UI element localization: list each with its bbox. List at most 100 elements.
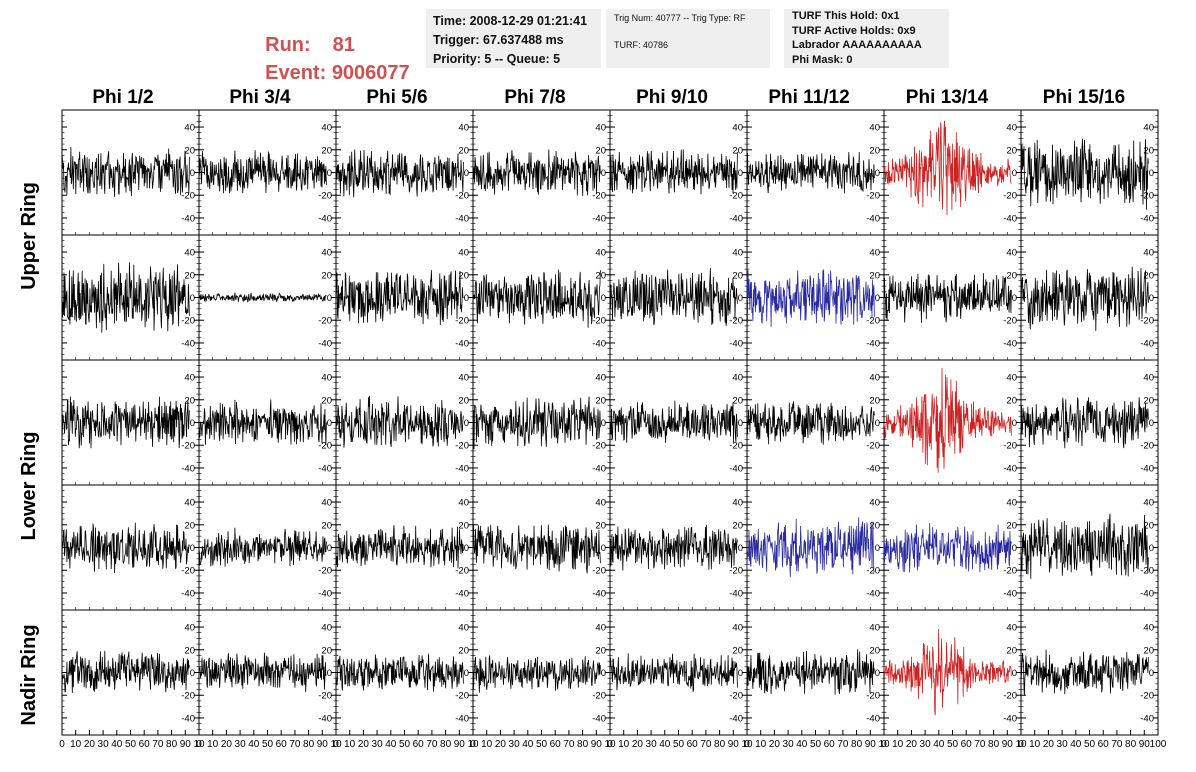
- waveform-trace: [609, 400, 738, 443]
- y-tick-label: -20: [455, 191, 469, 202]
- y-tick-label: -40: [592, 213, 606, 224]
- x-tick-label: 70: [152, 739, 164, 750]
- y-tick-label: 20: [1143, 395, 1154, 406]
- y-tick-label: 40: [458, 623, 469, 634]
- y-tick-label: 20: [1006, 270, 1017, 281]
- y-tick-label: -20: [1003, 566, 1017, 577]
- waveform-trace: [472, 396, 601, 450]
- x-tick-label: 60: [687, 739, 699, 750]
- x-tick-label: 30: [509, 739, 521, 750]
- y-tick-label: 40: [869, 248, 880, 259]
- y-tick-label: -20: [455, 566, 469, 577]
- y-tick-label: 40: [1143, 248, 1154, 259]
- labrador-text: Labrador AAAAAAAAAA: [792, 39, 922, 51]
- waveform-panel: 40 20 0 -20 -40: [746, 484, 885, 611]
- y-tick-label: 20: [184, 645, 195, 656]
- y-tick-label: -40: [455, 463, 469, 474]
- x-tick-label: 40: [111, 739, 123, 750]
- waveform-trace: [61, 262, 190, 333]
- x-tick-label: 90: [1139, 739, 1151, 750]
- x-tick-label: 10: [330, 739, 342, 750]
- waveform-panel: 40 20 0 -20 -40: [1020, 109, 1159, 236]
- x-tick-label: 50: [262, 739, 274, 750]
- y-tick-label: 0: [1012, 668, 1017, 679]
- waveform-trace: [746, 151, 875, 194]
- waveform-trace: [746, 517, 875, 577]
- y-tick-label: -40: [592, 713, 606, 724]
- y-tick-label: 0: [1149, 543, 1154, 554]
- y-tick-label: 20: [1006, 645, 1017, 656]
- waveform-trace: [198, 292, 327, 303]
- waveform-trace: [198, 150, 327, 194]
- y-tick-label: 0: [1149, 668, 1154, 679]
- y-tick-label: -20: [729, 316, 743, 327]
- y-tick-label: 20: [1143, 520, 1154, 531]
- y-tick-label: 40: [321, 123, 332, 134]
- y-tick-label: -20: [181, 191, 195, 202]
- col-title-phi-3-4: Phi 3/4: [229, 87, 291, 108]
- y-tick-label: -20: [592, 316, 606, 327]
- y-tick-label: -20: [866, 566, 880, 577]
- x-tick-label: 10: [878, 739, 890, 750]
- y-tick-label: -20: [592, 566, 606, 577]
- y-tick-label: 20: [869, 520, 880, 531]
- waveform-trace: [1020, 138, 1149, 210]
- turf-active-text: TURF Active Holds: 0x9: [792, 24, 916, 37]
- waveform-panel: 40 20 0 -20 -40: [1020, 484, 1159, 611]
- x-tick-label: 10: [604, 739, 616, 750]
- y-tick-label: 20: [184, 395, 195, 406]
- y-tick-label: 0: [190, 668, 195, 679]
- waveform-panel: 40 20 0 -20 -40: [883, 234, 1022, 361]
- y-tick-label: 0: [738, 543, 743, 554]
- y-tick-label: 20: [732, 270, 743, 281]
- waveform-trace: [472, 524, 601, 574]
- col-title-phi-13-14: Phi 13/14: [905, 87, 989, 108]
- y-tick-label: -40: [729, 588, 743, 599]
- waveform-trace: [335, 270, 464, 326]
- waveform-panel: 40 20 0 -20 -40: [609, 484, 748, 611]
- y-tick-label: -40: [181, 213, 195, 224]
- y-tick-label: 20: [1143, 270, 1154, 281]
- y-tick-label: 0: [601, 168, 606, 179]
- waveform-trace: [746, 401, 875, 445]
- x-tick-label: 80: [303, 739, 315, 750]
- y-tick-label: -40: [1140, 588, 1154, 599]
- y-tick-label: 40: [184, 623, 195, 634]
- x-tick-label: 0: [333, 739, 339, 750]
- y-tick-label: 40: [458, 123, 469, 134]
- y-tick-label: 20: [458, 145, 469, 156]
- y-tick-label: -20: [181, 316, 195, 327]
- waveform-panel: 40 20 0 -20 -40: [1020, 234, 1159, 361]
- waveform-trace: [472, 149, 601, 197]
- y-tick-label: -40: [455, 338, 469, 349]
- x-tick-label: 70: [563, 739, 575, 750]
- y-tick-label: 20: [732, 645, 743, 656]
- waveform-panel: 40 20 0 -20 -40: [746, 359, 885, 486]
- waveform-trace: [883, 273, 1012, 323]
- waveform-trace: [61, 396, 190, 449]
- y-tick-label: -40: [866, 213, 880, 224]
- y-tick-label: 20: [1143, 645, 1154, 656]
- turf-text: TURF: 40786: [614, 40, 669, 50]
- y-tick-label: -40: [455, 213, 469, 224]
- y-tick-label: -20: [866, 191, 880, 202]
- x-tick-label: 80: [988, 739, 1000, 750]
- y-tick-label: 40: [595, 373, 606, 384]
- y-tick-label: -40: [1140, 463, 1154, 474]
- x-tick-label: 10: [207, 739, 219, 750]
- y-tick-label: -40: [1003, 213, 1017, 224]
- x-tick-label: 40: [659, 739, 671, 750]
- y-tick-label: 40: [321, 498, 332, 509]
- waveform-trace: [609, 524, 738, 571]
- x-tick-label: 20: [769, 739, 781, 750]
- y-tick-label: 40: [732, 623, 743, 634]
- x-tick-label: 0: [744, 739, 750, 750]
- waveform-trace: [335, 653, 464, 692]
- y-tick-label: 20: [458, 395, 469, 406]
- waveform-panel: 40 20 0 -20 -40: [198, 484, 337, 611]
- x-tick-label: 70: [974, 739, 986, 750]
- y-tick-label: -40: [181, 463, 195, 474]
